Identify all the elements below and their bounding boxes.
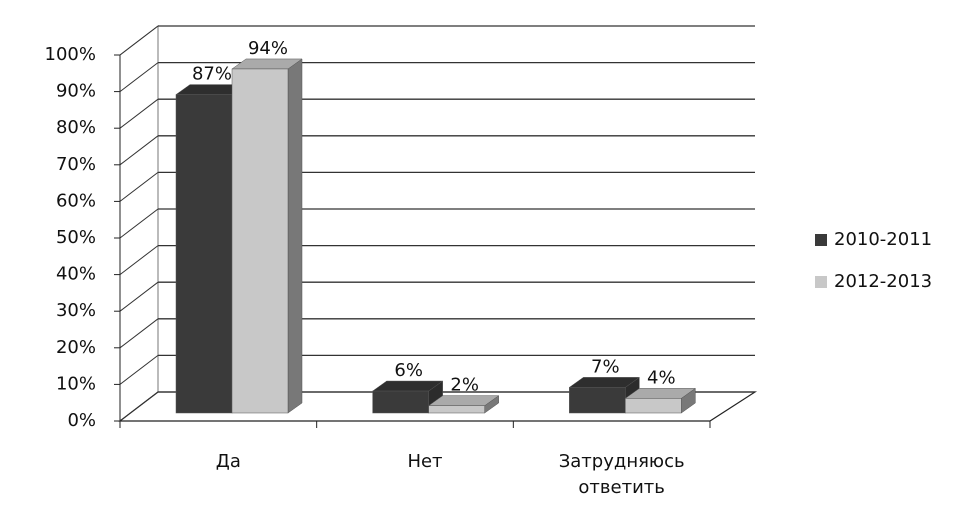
grid-line-side (119, 318, 159, 349)
bar (428, 405, 485, 414)
y-tick-label: 60% (56, 190, 96, 211)
y-tick-label: 30% (56, 300, 96, 321)
y-tick-label: 50% (56, 227, 96, 248)
bar (175, 94, 233, 414)
bar (569, 387, 626, 414)
x-tick-label: Затрудняюсь ответить (558, 451, 685, 498)
bar (625, 398, 682, 414)
bar (372, 390, 429, 414)
legend-label: 2010-2011 (834, 229, 932, 250)
grid-line-side (119, 208, 159, 239)
value-label: 7% (591, 356, 620, 377)
value-label: 6% (394, 360, 423, 381)
grid-line-side (119, 245, 159, 275)
grid-line-side (119, 98, 159, 129)
x-tick-label: Нет (407, 451, 443, 472)
legend-swatch (815, 234, 827, 246)
grid-line-side (119, 391, 159, 422)
y-tick-label: 90% (56, 81, 96, 102)
y-tick-label: 70% (56, 154, 96, 175)
legend-label: 2012-2013 (834, 271, 932, 292)
grid-line-side (119, 135, 159, 166)
value-label: 4% (647, 367, 676, 388)
y-tick-label: 100% (45, 44, 96, 65)
x-tick-label: Да (215, 451, 241, 472)
bar (231, 68, 289, 414)
grid-line-side (119, 62, 159, 92)
value-label: 94% (248, 38, 288, 59)
y-tick-label: 0% (67, 410, 96, 431)
grid-line-side (119, 281, 159, 312)
value-label: 2% (450, 375, 479, 396)
grid-line-side (119, 355, 159, 385)
legend-swatch (815, 276, 827, 288)
y-tick-label: 20% (56, 337, 96, 358)
bar-side (287, 58, 303, 414)
y-tick-label: 80% (56, 117, 96, 138)
grid-line-side (119, 25, 159, 56)
value-label: 87% (192, 64, 232, 85)
y-tick-label: 10% (56, 373, 96, 394)
y-tick-label: 40% (56, 264, 96, 285)
grid-line-side (119, 172, 159, 202)
